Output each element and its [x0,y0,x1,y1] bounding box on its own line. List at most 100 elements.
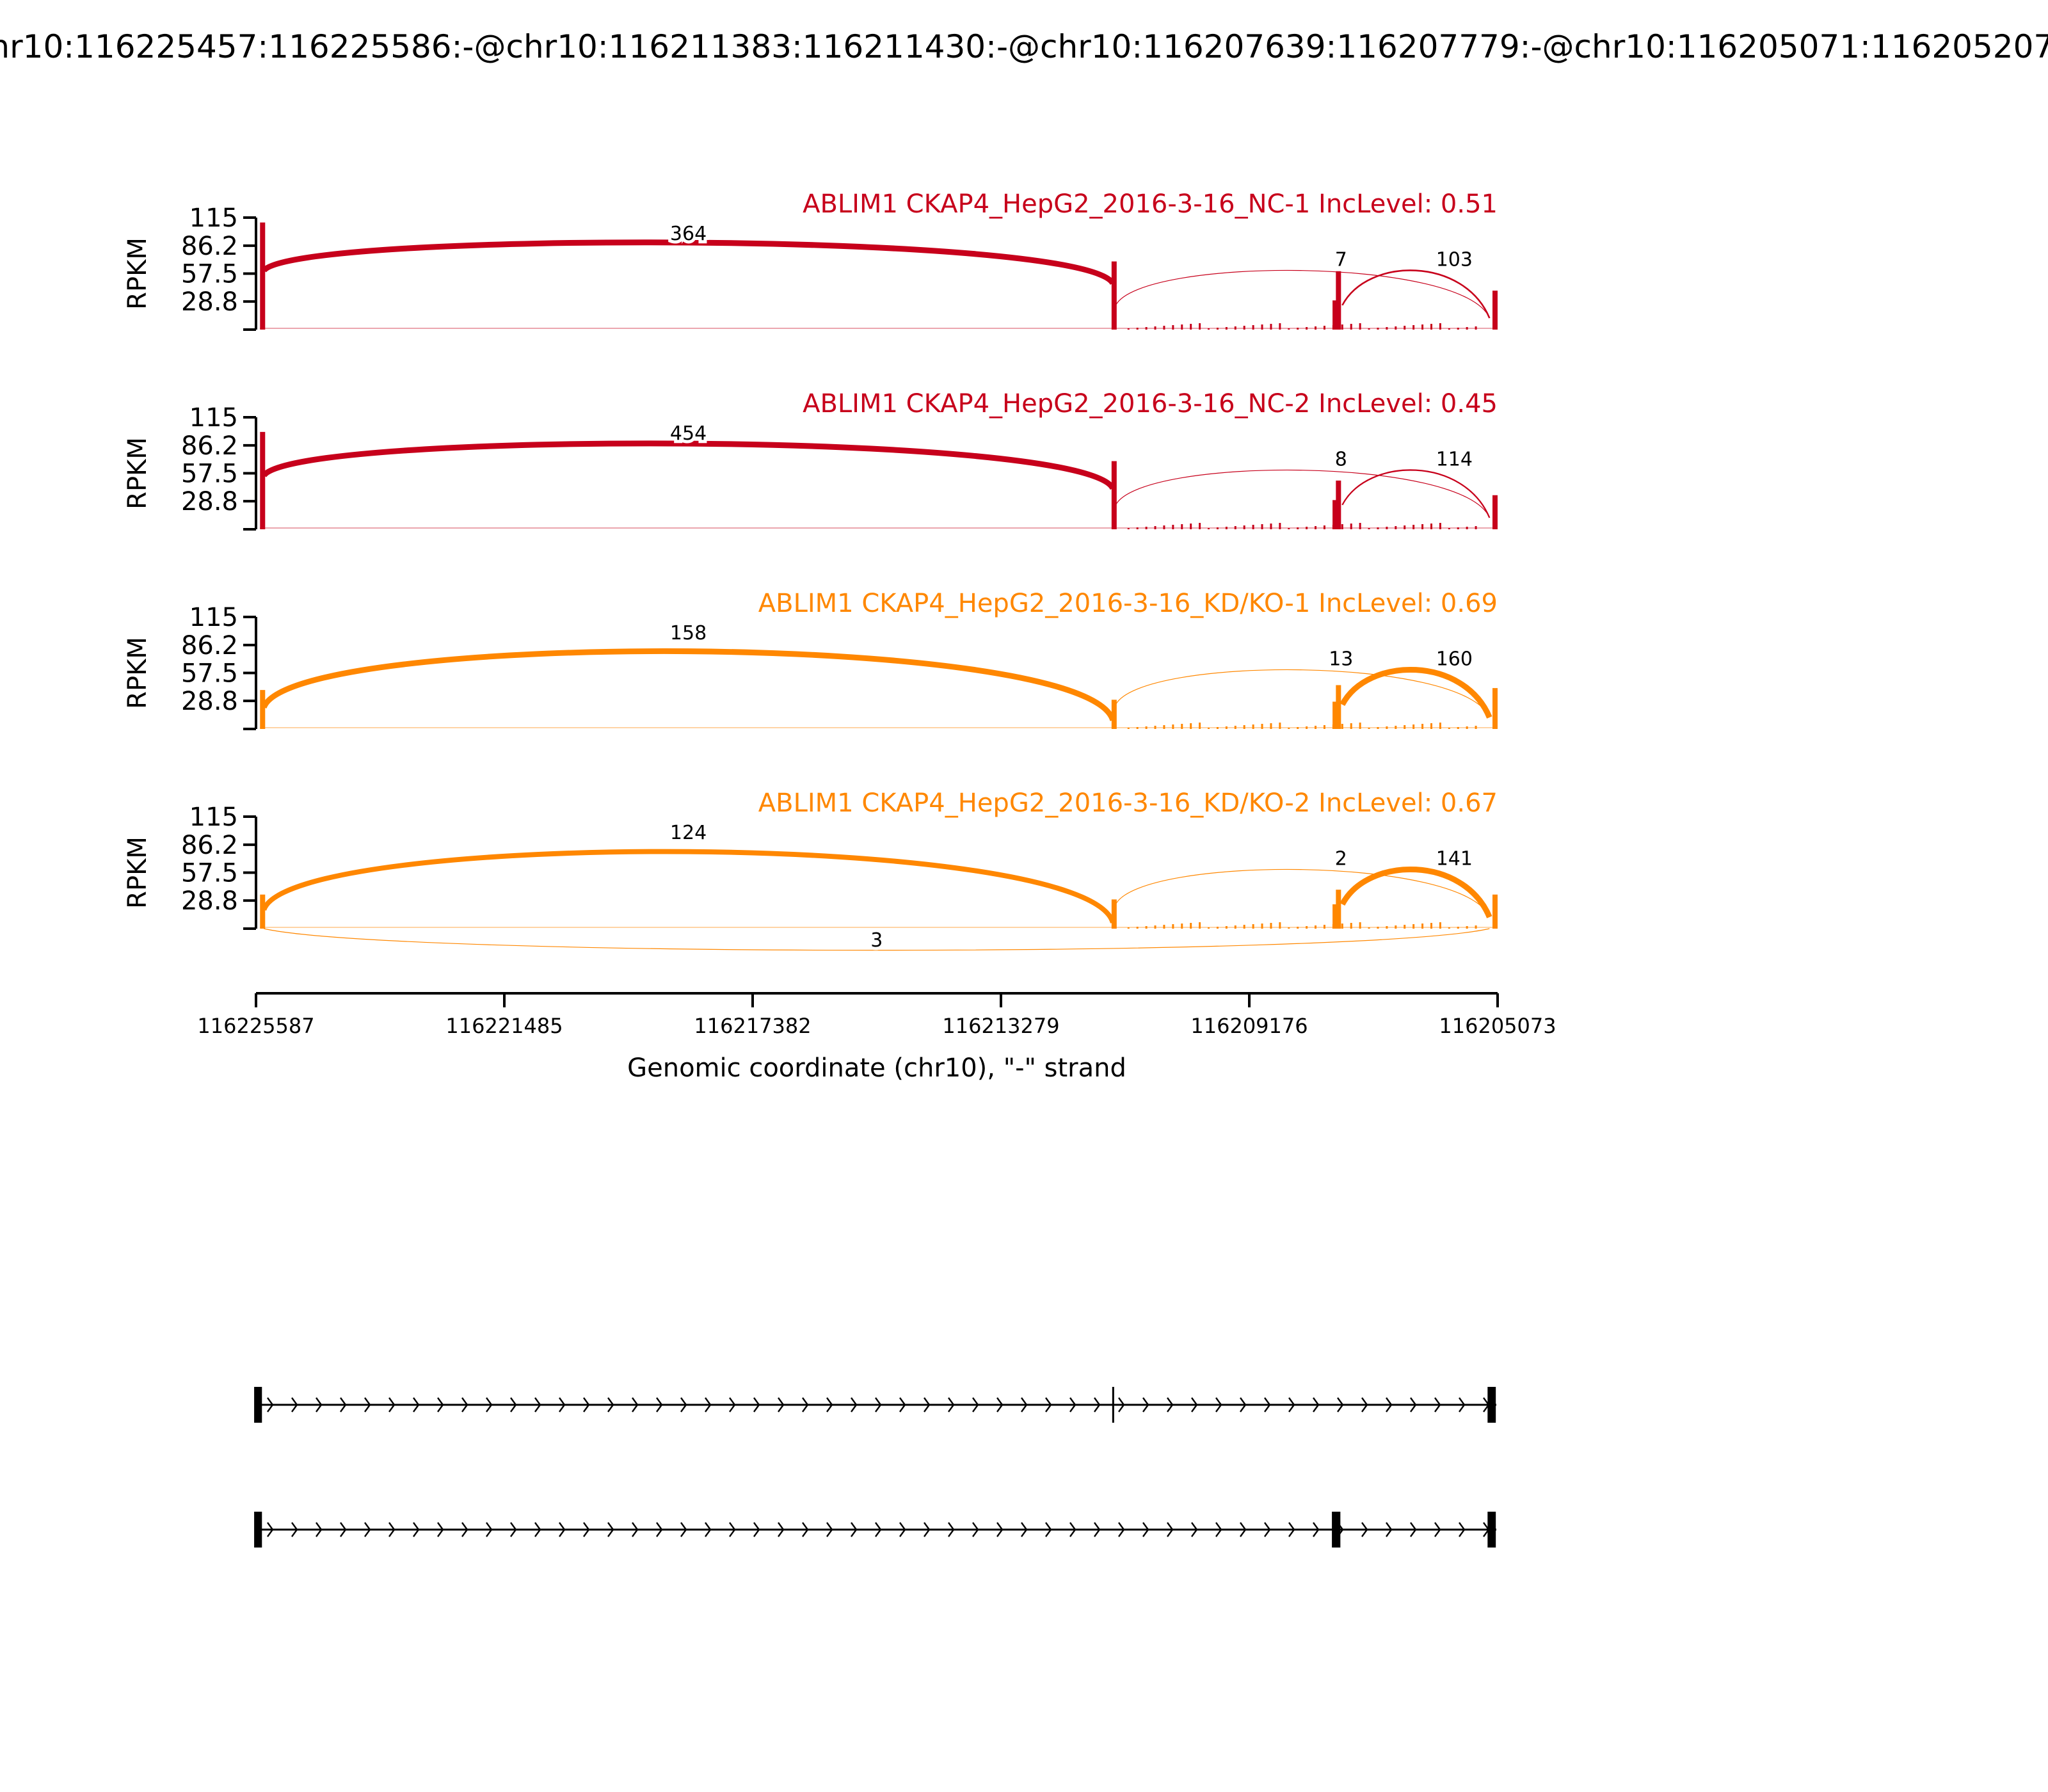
sample-label: ABLIM1 CKAP4_HepG2_2016-3-16_NC-1 IncLev… [803,189,1498,219]
exon-block [1112,1387,1114,1423]
strand-arrow [267,1522,274,1537]
strand-arrow [437,1522,444,1537]
strand-arrow [1288,1397,1295,1412]
strand-arrow [948,1397,955,1412]
strand-arrow [291,1397,298,1412]
sample-label: ABLIM1 CKAP4_HepG2_2016-3-16_KD/KO-2 Inc… [758,788,1498,818]
strand-arrow [851,1397,858,1412]
junction-arc [261,440,1116,490]
strand-arrow [1288,1522,1295,1537]
junction-arc [1115,269,1490,319]
strand-arrow [437,1397,444,1412]
strand-arrow [1167,1397,1174,1412]
strand-arrow [534,1522,541,1537]
strand-arrow [461,1522,468,1537]
strand-arrow [340,1397,347,1412]
junction-arc [1340,666,1492,719]
strand-arrow [1215,1397,1222,1412]
y-tick-label: 86.2 [181,831,238,860]
junction-arc [261,849,1116,924]
strand-arrow [1434,1397,1441,1412]
strand-arrow [559,1397,566,1412]
strand-arrow [316,1397,323,1412]
y-tick-label: 57.5 [181,460,238,489]
junction-arc [1341,469,1491,518]
strand-arrow [778,1397,785,1412]
y-tick-label: 57.5 [181,260,238,289]
strand-arrow [972,1397,979,1412]
strand-arrow [899,1522,906,1537]
x-tick-label: 116205073 [1439,1014,1556,1038]
exon-block [1332,1512,1341,1548]
y-tick-label: 57.5 [181,659,238,689]
y-tick-label: 86.2 [181,232,238,261]
strand-arrow [778,1522,785,1537]
strand-arrow [1337,1397,1344,1412]
strand-arrow [607,1397,614,1412]
junction-arc [1115,669,1490,718]
y-tick-label: 28.8 [181,886,238,916]
strand-arrow [656,1397,663,1412]
strand-arrow [802,1397,809,1412]
strand-arrow [899,1397,906,1412]
y-axis-label: RPKM [123,637,152,709]
junction-arc [261,239,1116,285]
sample-label: ABLIM1 CKAP4_HepG2_2016-3-16_KD/KO-1 Inc… [758,589,1498,618]
junction-count-label: 454 [670,422,707,445]
junction-count-label: 160 [1436,648,1473,670]
y-axis-label: RPKM [123,437,152,509]
exon-block [1487,1387,1496,1423]
strand-arrow [1240,1522,1247,1537]
x-axis-label: Genomic coordinate (chr10), "-" strand [627,1053,1126,1083]
isoform-2 [254,1512,1496,1548]
x-tick-label: 116217382 [694,1014,811,1038]
strand-arrow [1094,1522,1101,1537]
strand-arrow [729,1397,736,1412]
isoform-1 [254,1387,1496,1423]
exon-block [1487,1512,1496,1548]
strand-arrow [656,1522,663,1537]
strand-arrow [1313,1397,1320,1412]
strand-arrow [1361,1522,1368,1537]
strand-arrow [1264,1522,1271,1537]
junction-count-label: 103 [1436,248,1473,271]
exon-block [254,1387,262,1423]
strand-arrow [1069,1522,1076,1537]
strand-arrow [1386,1522,1393,1537]
strand-arrow [364,1397,371,1412]
strand-arrow [486,1397,493,1412]
strand-arrow [875,1397,882,1412]
y-axis-label: RPKM [123,237,152,310]
strand-arrow [1459,1522,1466,1537]
gene-model [254,1387,1496,1548]
strand-arrow [1118,1397,1125,1412]
strand-arrow [388,1397,396,1412]
junction-arc [264,928,1490,951]
strand-arrow [534,1397,541,1412]
strand-arrow [1434,1522,1441,1537]
strand-arrow [510,1522,517,1537]
junction-count-label: 7 [1335,248,1347,271]
strand-arrow [753,1397,760,1412]
strand-arrow [1361,1397,1368,1412]
junction-arc [1340,866,1492,918]
y-tick-label: 28.8 [181,487,238,516]
junction-count-label: 3 [870,929,883,952]
strand-arrow [510,1397,517,1412]
y-tick-label: 86.2 [181,631,238,660]
strand-arrow [1240,1397,1247,1412]
x-tick-label: 116221485 [445,1014,563,1038]
strand-arrow [1313,1522,1320,1537]
y-tick-label: 115 [189,403,238,433]
junction-count-label: 364 [670,223,707,245]
strand-arrow [1191,1522,1198,1537]
x-tick-label: 116225587 [197,1014,314,1038]
y-tick-label: 115 [189,803,238,832]
junction-arc [1341,269,1491,319]
strand-arrow [583,1397,590,1412]
junction-count-label: 158 [670,622,707,644]
